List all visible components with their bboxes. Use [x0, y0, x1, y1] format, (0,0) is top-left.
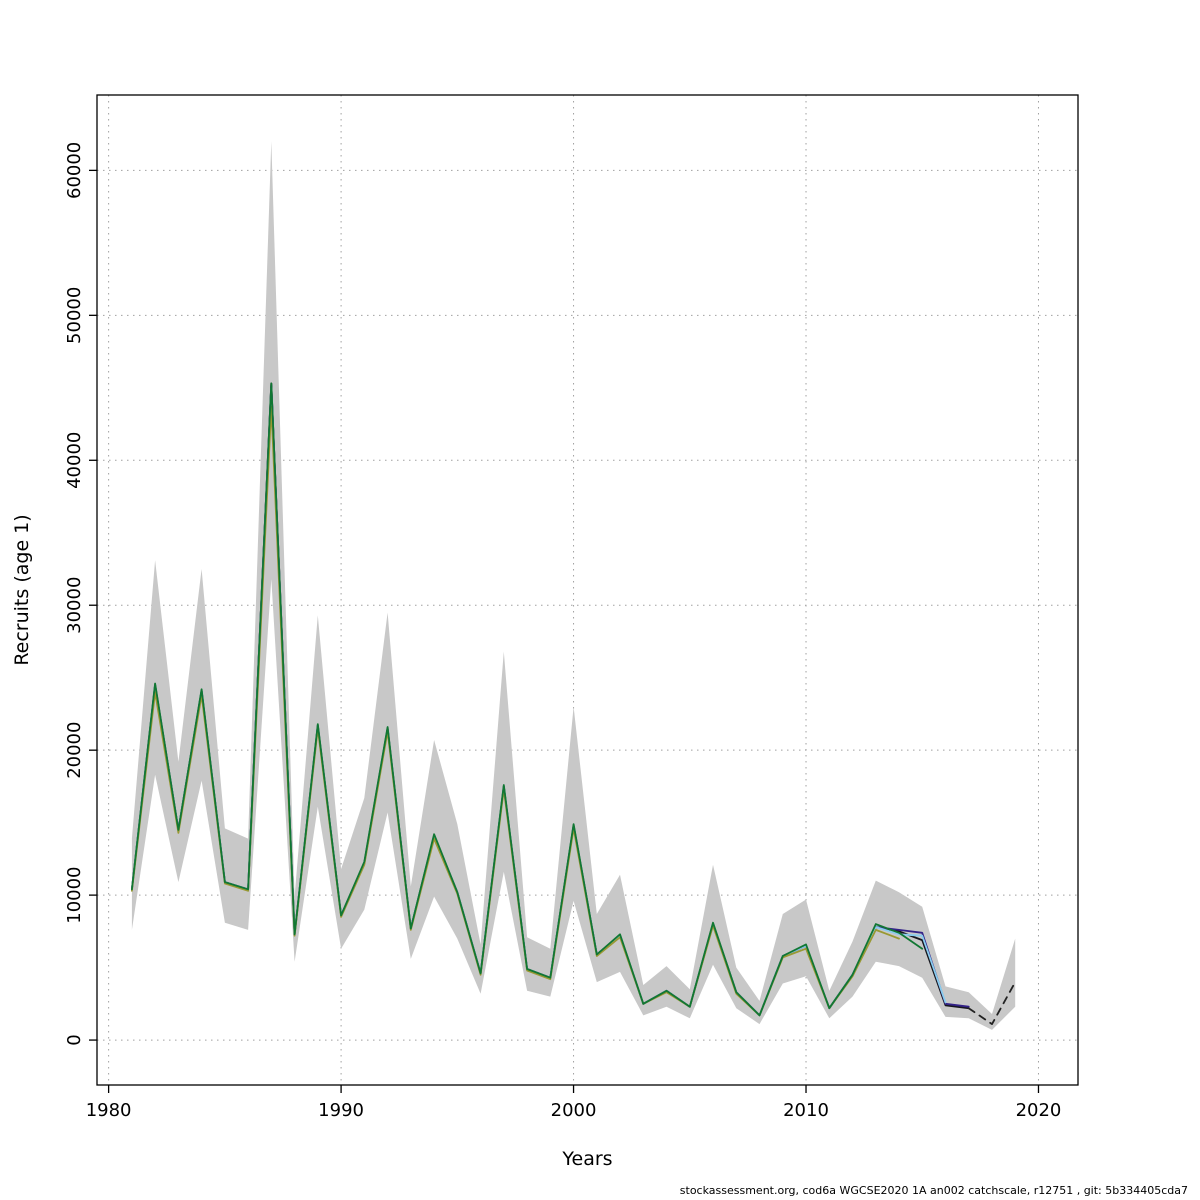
- series-line-run-green: [130, 382, 924, 1017]
- confidence-band: [131, 141, 1016, 1030]
- x-tick-label: 2000: [551, 1100, 597, 1121]
- y-tick-label: 50000: [64, 287, 85, 344]
- plot-footer-caption: stockassessment.org, cod6a WGCSE2020 1A …: [679, 1184, 1188, 1197]
- x-axis-title: Years: [562, 1148, 613, 1170]
- y-tick-label: 20000: [64, 722, 85, 779]
- y-tick-label: 30000: [64, 577, 85, 634]
- series-line-forecast-dashed: [967, 981, 1017, 1025]
- y-tick-label: 10000: [64, 866, 85, 923]
- x-tick-label: 2010: [783, 1100, 829, 1121]
- x-tick-label: 2020: [1016, 1100, 1062, 1121]
- y-tick-label: 60000: [64, 142, 85, 199]
- y-tick-label: 0: [64, 1034, 85, 1045]
- y-tick-label: 40000: [64, 432, 85, 489]
- plot-border: [96, 94, 1079, 1086]
- x-tick-label: 1980: [86, 1100, 132, 1121]
- x-tick-label: 1990: [318, 1100, 364, 1121]
- y-axis-title: Recruits (age 1): [11, 514, 33, 666]
